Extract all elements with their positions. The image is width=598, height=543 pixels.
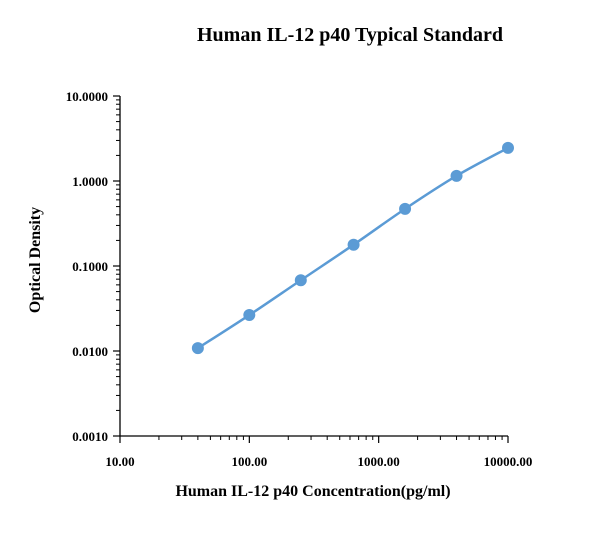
y-tick-label: 0.0010: [72, 429, 108, 444]
x-tick-label: 1000.00: [358, 454, 400, 469]
y-tick-label: 1.0000: [72, 174, 108, 189]
data-point: [450, 169, 463, 182]
data-point: [294, 274, 307, 287]
y-tick-label: 10.0000: [66, 89, 108, 104]
chart-title: Human IL-12 p40 Typical Standard: [196, 24, 503, 46]
data-point: [347, 238, 360, 251]
x-tick-label: 10000.00: [484, 454, 533, 469]
axes: 10.00 100.00 1000.00 10000.00 0.0010 0.0100 0.…: [66, 89, 533, 469]
data-point: [191, 342, 204, 355]
y-tick-label: 0.0100: [72, 344, 108, 359]
x-axis-label: Human IL-12 p40 Concentration(pg/ml): [175, 483, 450, 500]
y-axis-label: Optical Density: [27, 207, 44, 313]
x-tick-label: 100.00: [231, 454, 267, 469]
data-points-layer: [191, 141, 514, 355]
y-tick-label: 0.1000: [72, 259, 108, 274]
data-point: [502, 141, 514, 154]
x-tick-label: 10.00: [105, 454, 134, 469]
data-point: [399, 202, 412, 215]
data-point: [243, 309, 256, 322]
